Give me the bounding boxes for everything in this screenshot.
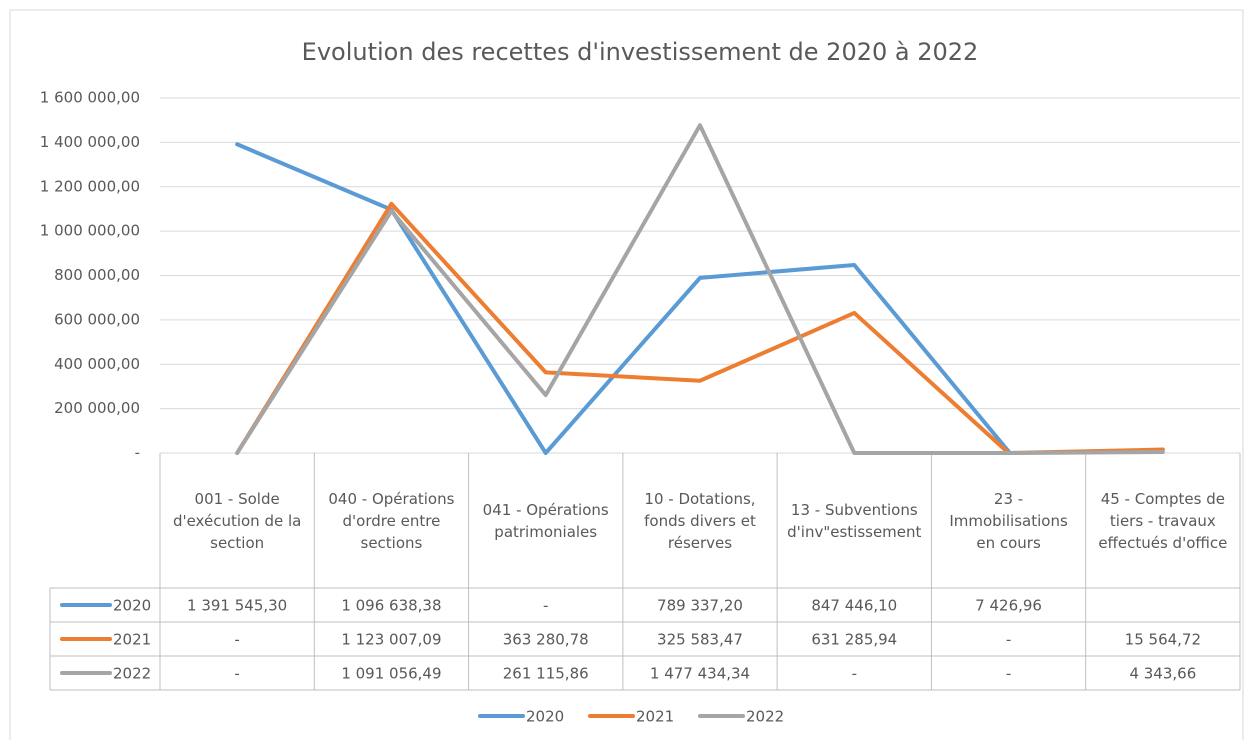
row-label: 2022 bbox=[113, 665, 151, 683]
data-label: 1 091 056,49 bbox=[341, 665, 441, 683]
data-label: 847 446,10 bbox=[811, 597, 897, 615]
data-label: - bbox=[852, 665, 857, 683]
y-tick-label: 200 000,00 bbox=[54, 399, 140, 417]
data-label: - bbox=[1006, 631, 1011, 649]
data-label: 325 583,47 bbox=[657, 631, 743, 649]
category-cell: 45 - Comptes de tiers - travaux effectué… bbox=[1098, 489, 1228, 552]
legend-label: 2020 bbox=[526, 708, 564, 726]
data-label: 261 115,86 bbox=[503, 665, 589, 683]
data-label: 15 564,72 bbox=[1125, 631, 1201, 649]
x-tick-label: 001 - Solde d'exécution de la section bbox=[172, 489, 302, 552]
data-label: 1 123 007,09 bbox=[341, 631, 441, 649]
series-line bbox=[235, 123, 1165, 455]
category-cell: 041 - Opérations patrimoniales bbox=[482, 500, 609, 541]
category-cell: 10 - Dotations, fonds divers et réserves bbox=[644, 489, 756, 552]
data-label: 1 096 638,38 bbox=[341, 597, 441, 615]
y-tick-label: 600 000,00 bbox=[54, 310, 140, 328]
y-tick-label: 1 600 000,00 bbox=[40, 89, 140, 107]
chart-title: Evolution des recettes d'investissement … bbox=[302, 38, 979, 66]
category-cell: 040 - Opérations d'ordre entre sections bbox=[328, 489, 455, 552]
data-label: - bbox=[234, 665, 239, 683]
data-label: 363 280,78 bbox=[503, 631, 589, 649]
category-cell: 001 - Solde d'exécution de la section bbox=[172, 489, 302, 552]
data-label: 4 343,66 bbox=[1129, 665, 1196, 683]
row-label: 2021 bbox=[113, 631, 151, 649]
y-tick-label: 1 400 000,00 bbox=[40, 133, 140, 151]
data-label: - bbox=[234, 631, 239, 649]
y-tick-label: 400 000,00 bbox=[54, 355, 140, 373]
x-tick-label: 23 - Immobilisations en cours bbox=[949, 489, 1068, 552]
series-line bbox=[235, 142, 1011, 455]
x-tick-label: 040 - Opérations d'ordre entre sections bbox=[328, 489, 455, 552]
y-tick-label: 1 200 000,00 bbox=[40, 177, 140, 195]
x-tick-label: 13 - Subventions d'inv"estissement bbox=[787, 500, 922, 541]
x-tick-label: 041 - Opérations patrimoniales bbox=[482, 500, 609, 541]
y-tick-label: - bbox=[135, 444, 140, 462]
x-tick-label: 10 - Dotations, fonds divers et réserves bbox=[644, 489, 756, 552]
data-label: - bbox=[1006, 665, 1011, 683]
legend-label: 2022 bbox=[746, 708, 784, 726]
y-tick-label: 800 000,00 bbox=[54, 266, 140, 284]
data-label: 1 477 434,34 bbox=[650, 665, 750, 683]
y-tick-label: 1 000 000,00 bbox=[40, 222, 140, 240]
data-label: 1 391 545,30 bbox=[187, 597, 287, 615]
category-cell: 13 - Subventions d'inv"estissement bbox=[787, 500, 922, 541]
data-label: - bbox=[543, 597, 548, 615]
legend-label: 2021 bbox=[636, 708, 674, 726]
data-label: 7 426,96 bbox=[975, 597, 1042, 615]
category-cell: 23 - Immobilisations en cours bbox=[949, 489, 1068, 552]
data-label: 631 285,94 bbox=[811, 631, 897, 649]
row-label: 2020 bbox=[113, 597, 151, 615]
x-tick-label: 45 - Comptes de tiers - travaux effectué… bbox=[1098, 489, 1228, 552]
data-label: 789 337,20 bbox=[657, 597, 743, 615]
